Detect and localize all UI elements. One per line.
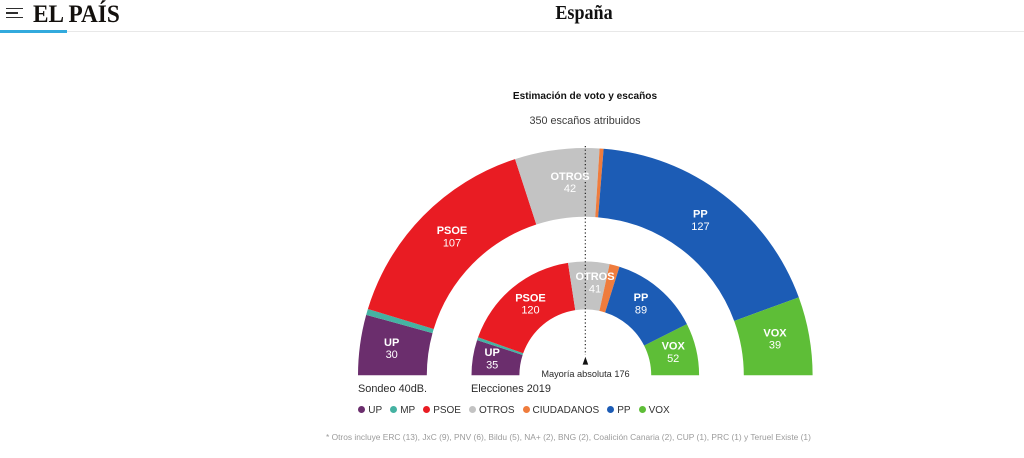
svg-text:127: 127	[691, 221, 709, 233]
svg-text:35: 35	[486, 359, 498, 371]
svg-text:39: 39	[769, 340, 781, 352]
svg-text:41: 41	[589, 283, 601, 295]
svg-text:PSOE: PSOE	[437, 225, 468, 237]
svg-text:89: 89	[635, 304, 647, 316]
svg-text:52: 52	[667, 353, 679, 365]
svg-text:107: 107	[443, 237, 461, 249]
svg-text:PP: PP	[693, 209, 708, 221]
svg-text:PP: PP	[634, 292, 649, 304]
svg-text:UP: UP	[384, 337, 399, 349]
svg-text:OTROS: OTROS	[550, 171, 589, 183]
svg-text:VOX: VOX	[662, 341, 686, 353]
svg-text:VOX: VOX	[763, 327, 787, 339]
svg-text:30: 30	[386, 349, 398, 361]
svg-text:UP: UP	[485, 347, 500, 359]
svg-text:PSOE: PSOE	[515, 292, 546, 304]
svg-text:42: 42	[564, 183, 576, 195]
svg-text:120: 120	[521, 305, 539, 317]
svg-text:OTROS: OTROS	[575, 271, 614, 283]
